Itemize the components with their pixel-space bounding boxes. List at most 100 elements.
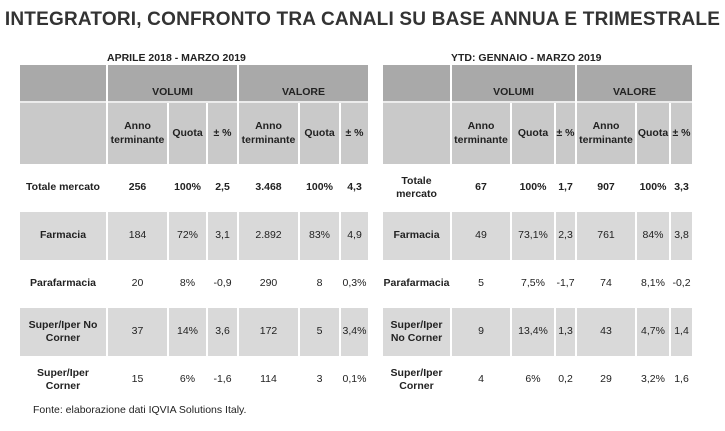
table-cell: 114 <box>237 356 299 404</box>
row-label: Totale mercato <box>396 174 437 200</box>
table-cell: 2,5 <box>206 164 238 212</box>
period-label-ytd: YTD: GENNAIO - MARZO 2019 <box>451 52 602 64</box>
table-cell: 100% <box>298 164 340 212</box>
table-cell: 4,7% <box>635 308 670 356</box>
table-cell: 256 <box>106 164 168 212</box>
table-cell: 8 <box>298 260 340 308</box>
table-cell: 13,4% <box>510 308 555 356</box>
group-header: VALORE <box>574 65 693 102</box>
row-label: Super/Iper Corner <box>390 366 443 392</box>
table-cell: 100% <box>167 164 207 212</box>
column-header: Anno terminante <box>237 101 299 164</box>
table-cell: 1,3 <box>554 308 576 356</box>
group-header-row: VOLUMI VALORE <box>20 65 369 102</box>
ytd-table: VOLUMI VALORE Anno terminante Quota ± % Anno … <box>383 65 693 404</box>
table-cell: 9 <box>450 308 511 356</box>
table-cell: 4,3 <box>338 164 369 212</box>
table-cell: 3.468 <box>237 164 299 212</box>
column-header: Quota <box>635 101 670 164</box>
table-cell: 1,4 <box>668 308 693 356</box>
group-header-row: VOLUMI VALORE <box>383 65 693 102</box>
table-cell: 172 <box>237 308 299 356</box>
table-cell: 72% <box>167 212 207 260</box>
column-header: ± % <box>206 101 238 164</box>
table-cell: 2.892 <box>237 212 299 260</box>
table-row: Parafarmacia 20 8% -0,9 290 8 0,3% <box>20 260 369 308</box>
table-cell: 3,3 <box>668 164 693 212</box>
table-cell: 3,6 <box>206 308 238 356</box>
table-cell: 15 <box>106 356 168 404</box>
table-cell: 3,1 <box>206 212 238 260</box>
table-cell: 3,8 <box>668 212 693 260</box>
table-cell: 2,3 <box>554 212 576 260</box>
table-cell: -0,2 <box>668 260 693 308</box>
table-cell: 49 <box>450 212 511 260</box>
table-cell: 73,1% <box>510 212 555 260</box>
column-header: Quota <box>298 101 340 164</box>
table-cell: 6% <box>167 356 207 404</box>
table-cell: 4,9 <box>338 212 369 260</box>
table-cell: 1,6 <box>668 356 693 404</box>
table-cell: 5 <box>298 308 340 356</box>
blank-header-cell <box>383 65 451 102</box>
column-header: ± % <box>338 101 369 164</box>
table-cell: -1,6 <box>206 356 238 404</box>
column-header-row: Anno terminante Quota ± % Anno terminante Qu… <box>20 101 369 164</box>
table-cell: 83% <box>298 212 340 260</box>
table-cell: 6% <box>510 356 555 404</box>
column-header: Anno terminante <box>575 101 636 164</box>
table-row: Totale mercato 256 100% 2,5 3.468 100% 4,3 <box>20 164 369 212</box>
table-cell: 74 <box>575 260 636 308</box>
table-cell: 0,2 <box>554 356 576 404</box>
table-cell: 761 <box>575 212 636 260</box>
table-cell: 0,1% <box>338 356 369 404</box>
table-cell: 43 <box>575 308 636 356</box>
blank-header-cell <box>20 65 107 102</box>
table-row: Farmacia 184 72% 3,1 2.892 83% 4,9 <box>20 212 369 260</box>
table-cell: 3,2% <box>635 356 670 404</box>
table-cell: 3,4% <box>338 308 369 356</box>
table-cell: 7,5% <box>510 260 555 308</box>
period-label-annual: APRILE 2018 - MARZO 2019 <box>107 52 246 64</box>
table-cell: 4 <box>450 356 511 404</box>
table-row: Super/Iper Corner 15 6% -1,6 114 3 0,1% <box>20 356 369 404</box>
source-note: Fonte: elaborazione dati IQVIA Solutions… <box>33 404 247 416</box>
column-header-row: Anno terminante Quota ± % Anno terminante Qu… <box>383 101 693 164</box>
column-header: ± % <box>668 101 693 164</box>
row-label: Parafarmacia <box>383 277 450 290</box>
table-row: Farmacia 49 73,1% 2,3 761 84% 3,8 <box>383 212 693 260</box>
blank-header-cell <box>20 101 107 164</box>
group-header: VOLUMI <box>450 65 576 102</box>
table-cell: 20 <box>106 260 168 308</box>
group-header: VOLUMI <box>106 65 238 102</box>
table-row: Totale mercato 67 100% 1,7 907 100% 3,3 <box>383 164 693 212</box>
table-row: Parafarmacia 5 7,5% -1,7 74 8,1% -0,2 <box>383 260 693 308</box>
column-header: Anno terminante <box>450 101 511 164</box>
annual-table: VOLUMI VALORE Anno terminante Quota ± % Anno … <box>20 65 369 404</box>
row-label: Parafarmacia <box>30 277 96 290</box>
table-cell: 290 <box>237 260 299 308</box>
row-label: Farmacia <box>383 212 451 260</box>
table-cell: 8,1% <box>635 260 670 308</box>
table-cell: 8% <box>167 260 207 308</box>
row-label: Totale mercato <box>26 181 100 194</box>
table-cell: 29 <box>575 356 636 404</box>
group-header: VALORE <box>236 65 369 102</box>
row-label: Super/Iper No Corner <box>383 308 451 356</box>
row-label: Farmacia <box>20 212 107 260</box>
blank-header-cell <box>383 101 451 164</box>
row-label: Super/Iper No Corner <box>20 308 107 356</box>
table-cell: 3 <box>298 356 340 404</box>
table-cell: -0,9 <box>206 260 238 308</box>
table-cell: 37 <box>106 308 168 356</box>
table-cell: 84% <box>635 212 670 260</box>
table-row: Super/Iper Corner 4 6% 0,2 29 3,2% 1,6 <box>383 356 693 404</box>
table-cell: 14% <box>167 308 207 356</box>
table-cell: 67 <box>450 164 511 212</box>
table-cell: 0,3% <box>338 260 369 308</box>
table-cell: 907 <box>575 164 636 212</box>
column-header: Anno terminante <box>106 101 168 164</box>
table-cell: 100% <box>635 164 670 212</box>
table-cell: 1,7 <box>554 164 576 212</box>
column-header: Quota <box>167 101 207 164</box>
